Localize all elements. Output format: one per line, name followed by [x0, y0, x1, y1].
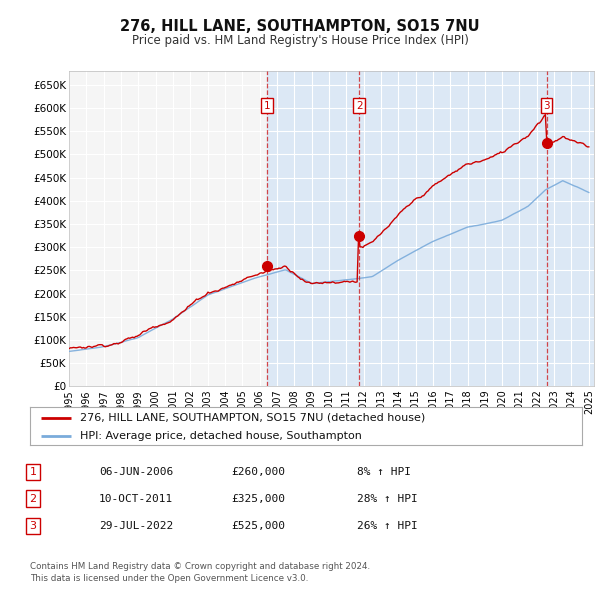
Text: £260,000: £260,000: [231, 467, 285, 477]
Text: 2: 2: [29, 494, 37, 503]
Text: Price paid vs. HM Land Registry's House Price Index (HPI): Price paid vs. HM Land Registry's House …: [131, 34, 469, 47]
Text: 1: 1: [29, 467, 37, 477]
Text: £525,000: £525,000: [231, 522, 285, 531]
Bar: [267, 71, 359, 386]
Text: 3: 3: [29, 522, 37, 531]
Text: 276, HILL LANE, SOUTHAMPTON, SO15 7NU (detached house): 276, HILL LANE, SOUTHAMPTON, SO15 7NU (d…: [80, 413, 425, 423]
Text: 06-JUN-2006: 06-JUN-2006: [99, 467, 173, 477]
Text: HPI: Average price, detached house, Southampton: HPI: Average price, detached house, Sout…: [80, 431, 362, 441]
Text: 3: 3: [543, 100, 550, 110]
Text: 10-OCT-2011: 10-OCT-2011: [99, 494, 173, 503]
Text: 28% ↑ HPI: 28% ↑ HPI: [357, 494, 418, 503]
Text: £325,000: £325,000: [231, 494, 285, 503]
Text: Contains HM Land Registry data © Crown copyright and database right 2024.
This d: Contains HM Land Registry data © Crown c…: [30, 562, 370, 583]
Text: 1: 1: [263, 100, 270, 110]
Text: 29-JUL-2022: 29-JUL-2022: [99, 522, 173, 531]
Bar: [547, 71, 594, 386]
Bar: [359, 71, 547, 386]
Text: 276, HILL LANE, SOUTHAMPTON, SO15 7NU: 276, HILL LANE, SOUTHAMPTON, SO15 7NU: [120, 19, 480, 34]
Text: 2: 2: [356, 100, 362, 110]
Text: 26% ↑ HPI: 26% ↑ HPI: [357, 522, 418, 531]
Text: 8% ↑ HPI: 8% ↑ HPI: [357, 467, 411, 477]
